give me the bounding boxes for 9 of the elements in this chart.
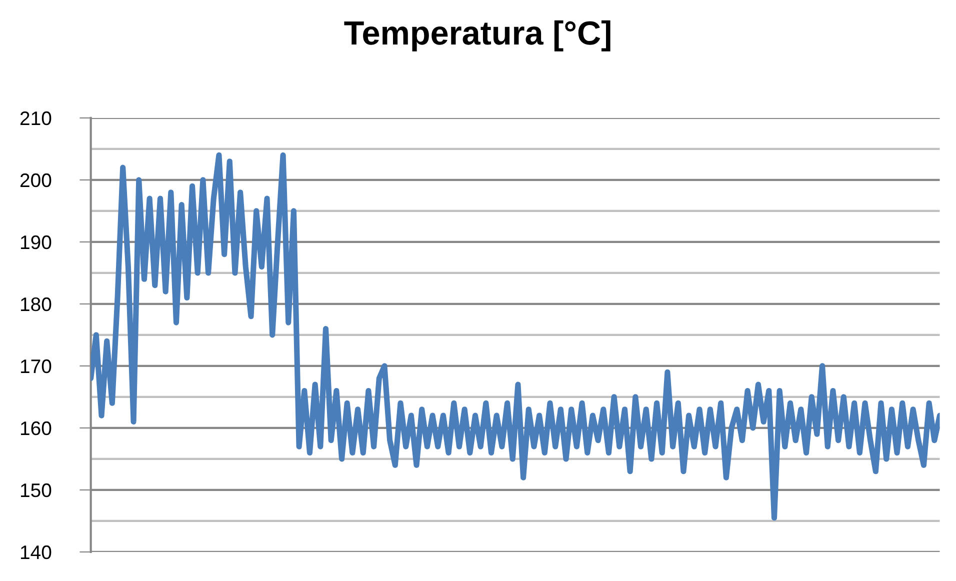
y-tick-label: 190 (20, 235, 52, 250)
y-tick-label: 160 (20, 421, 52, 436)
y-tick-label: 200 (20, 173, 52, 188)
y-tick-label: 210 (20, 111, 52, 126)
y-tick-label: 180 (20, 297, 52, 312)
y-tick-label: 140 (20, 545, 52, 560)
y-tick-label: 150 (20, 483, 52, 498)
chart-title: Temperatura [°C] (344, 20, 610, 52)
y-tick-label: 170 (20, 359, 52, 374)
